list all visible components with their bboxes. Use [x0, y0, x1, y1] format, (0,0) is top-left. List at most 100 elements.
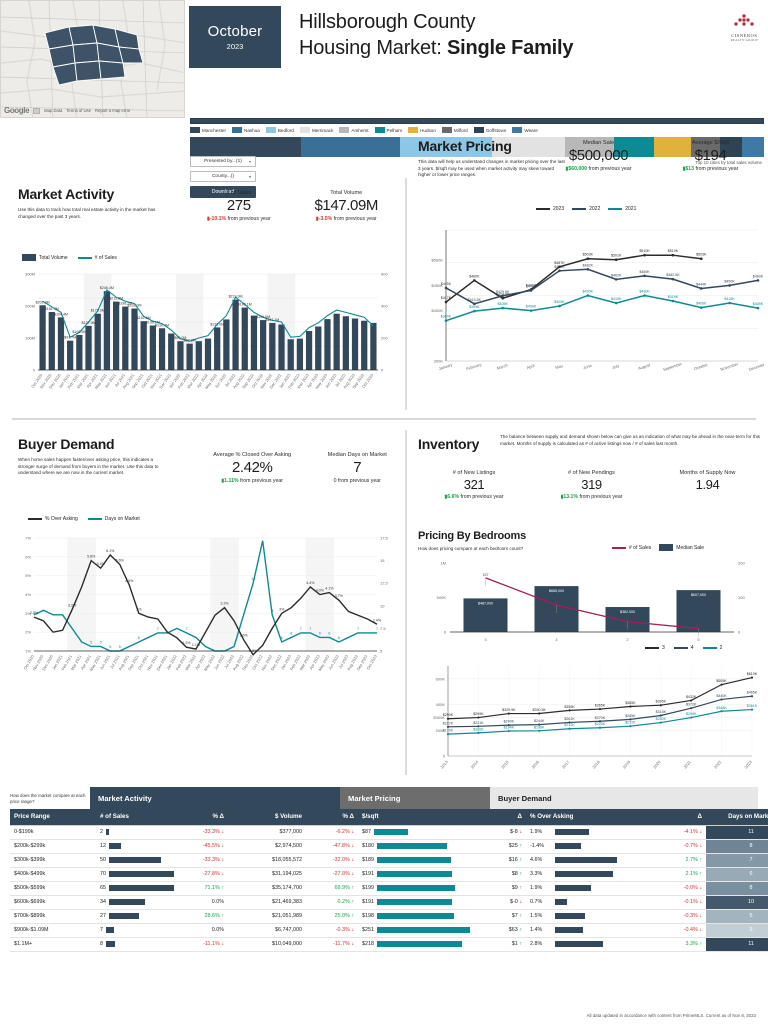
county-dropdown[interactable]: County...() ▾	[190, 171, 256, 182]
cell-num-sales: 65	[96, 881, 178, 896]
market-pricing-chart[interactable]: 300K $400K $450K $500K $417K $460K $424.5K $442…	[416, 220, 764, 395]
kpi-value: 275	[226, 197, 251, 214]
svg-text:$133.0M: $133.0M	[210, 322, 224, 326]
cell-price-range: $1.1M+	[10, 937, 96, 952]
kpi-label: Median Sale	[582, 140, 615, 146]
legend-item-4[interactable]: 4	[673, 645, 694, 651]
legend-line	[536, 208, 550, 210]
terms-link[interactable]: Terms of Use	[66, 108, 91, 113]
bedroom-bar-chart[interactable]: 0 500K 1M 0 100 200 $487,000 $665,000 $362,000 $6…	[416, 555, 764, 650]
svg-text:$246.4M: $246.4M	[100, 286, 114, 290]
city-segment-milford[interactable]	[691, 137, 720, 157]
svg-text:$220K: $220K	[595, 722, 606, 726]
bedroom-trend-legend: 3 4 2	[645, 645, 722, 651]
col-header-of-sales: # of Sales	[96, 809, 178, 825]
svg-text:$130.4M: $130.4M	[155, 323, 169, 327]
color-swatch	[232, 127, 243, 133]
download-button[interactable]: Download	[190, 186, 256, 198]
city-segment-hudson[interactable]	[654, 137, 692, 157]
svg-text:7: 7	[357, 627, 359, 631]
color-swatch	[190, 127, 200, 133]
kpi-delta-suffix: from previous year	[459, 494, 504, 500]
legend-item-days-on-market[interactable]: Days on Market	[87, 516, 140, 522]
city-bar-topline	[190, 118, 764, 124]
buyer-demand-legend: % Over Asking Days on Market	[28, 516, 140, 522]
table-row[interactable]: $1.1M+ 8 -11.1% ↓ $10,049,000 -11.7% ↓ $218 $1…	[10, 937, 768, 952]
table-row[interactable]: 0-$199k 2 -33.3% ↓ $377,000 -6.2% ↓ $87 $-8 ↓ 1…	[10, 824, 768, 840]
svg-text:December: December	[748, 361, 764, 372]
table-row[interactable]: $400k-$499k 70 -27.8% ↓ $31,194,025 -27.0% ↓…	[10, 867, 768, 882]
legend-item-median-sale[interactable]: Median Sale	[659, 544, 704, 551]
chevron-down-icon: ▾	[248, 159, 251, 164]
kpi-delta-value: $60,000	[568, 166, 588, 172]
market-pricing-panel: Market Pricing This data will help us un…	[418, 138, 568, 179]
city-segment-weare[interactable]	[742, 137, 764, 157]
legend-item-over-asking[interactable]: % Over Asking	[28, 516, 78, 522]
city-volume-section: Manchester Nashua Bedford Merrimack Amherst P…	[0, 118, 768, 198]
svg-text:5: 5	[697, 637, 700, 642]
city-segment-merrimack[interactable]	[492, 137, 565, 157]
svg-text:$440K: $440K	[526, 284, 537, 288]
cell-sales-delta: 71.1% ↑	[178, 881, 228, 896]
svg-text:200: 200	[738, 561, 745, 566]
svg-text:10: 10	[697, 624, 701, 628]
cell-sqft-delta: $9 ↑	[474, 881, 526, 896]
svg-text:2.8%: 2.8%	[30, 611, 39, 615]
svg-text:$227K: $227K	[443, 721, 454, 725]
svg-text:300K: 300K	[434, 359, 444, 364]
legend-item-2021[interactable]: 2021	[608, 206, 636, 212]
svg-text:2014: 2014	[470, 759, 480, 770]
svg-text:$164.4M: $164.4M	[54, 312, 68, 316]
svg-text:5: 5	[380, 649, 383, 654]
city-segment-amherst[interactable]	[564, 137, 614, 157]
city-segment-manchester[interactable]	[190, 137, 301, 157]
kpi-delta-suffix: from previous year	[578, 494, 623, 500]
cell-volume-delta: -0.3% ↓	[306, 923, 358, 938]
cell-sqft: $191	[358, 867, 474, 882]
city-segment-nashua[interactable]	[300, 137, 400, 157]
city-segment-goffstown[interactable]	[719, 137, 743, 157]
legend-item-2[interactable]: 2	[702, 645, 722, 651]
svg-text:3%: 3%	[279, 607, 285, 611]
cell-volume-delta: -6.2% ↓	[306, 824, 358, 840]
county-map[interactable]: Google Map Data Terms of Use Report a ma…	[0, 0, 185, 118]
presented-by-dropdown[interactable]: Presented by...(1) ▾	[190, 156, 256, 167]
svg-text:4.4%: 4.4%	[306, 581, 315, 585]
pricing-bedrooms-legend: # of Sales Median Sale	[612, 544, 704, 551]
legend-item-2023[interactable]: 2023	[536, 206, 564, 212]
market-activity-chart[interactable]: 0 100M 200M 300M 0 200 400 600 $202.3M $181.4M$16…	[12, 266, 402, 406]
table-row[interactable]: $700k-$899k 27 28.6% ↑ $21,051,989 25.0% ↑ $1…	[10, 909, 768, 924]
legend-item-2022[interactable]: 2022	[572, 206, 600, 212]
map-data-link[interactable]: Map Data	[44, 108, 63, 113]
svg-text:200: 200	[381, 336, 388, 341]
cell-num-sales: 27	[96, 909, 178, 924]
city-segment-bedford[interactable]	[399, 137, 493, 157]
table-row[interactable]: $600k-$699k 34 0.0% $21,469,383 0.2% ↑ $191 $…	[10, 895, 768, 910]
svg-text:$240K: $240K	[504, 720, 515, 724]
svg-text:6.1%: 6.1%	[106, 549, 115, 553]
bedroom-trend-chart[interactable]: 0 200K $300K 400K 600K $290K $299K $329.9K $330.…	[416, 656, 764, 776]
report-error-link[interactable]: Report a map error	[94, 108, 131, 113]
legend-item-of-sales[interactable]: # of Sales	[77, 255, 117, 261]
city-name: Manchester	[202, 127, 227, 133]
svg-text:5: 5	[119, 645, 121, 649]
legend-item-total-volume[interactable]: Total Volume	[22, 254, 68, 261]
svg-text:$181.4M: $181.4M	[45, 307, 59, 311]
city-volume-bar[interactable]	[190, 137, 764, 157]
table-row[interactable]: $300k-$399k 50 -33.3% ↓ $18,055,572 -32.0% ↓…	[10, 853, 768, 868]
month-badge: October 2023	[189, 6, 281, 68]
buyer-demand-chart[interactable]: 1% 2% 3% 4% 5% 6% 7% 5 7.5 10 12.5 15 17.5 2.8% 3.2% 5.…	[8, 528, 403, 693]
legend-item-3[interactable]: 3	[645, 645, 665, 651]
svg-text:January: January	[438, 362, 453, 371]
svg-text:100: 100	[738, 595, 745, 600]
svg-text:$399K: $399K	[469, 305, 480, 309]
svg-text:5.6%: 5.6%	[116, 558, 125, 562]
cell-sqft-delta: $16 ↑	[474, 853, 526, 868]
table-row[interactable]: $900k-$1.09M 7 0.0% $6,747,000 -0.3% ↓ $251 $…	[10, 923, 768, 938]
legend-label: 4	[690, 645, 694, 651]
city-segment-pelham[interactable]	[613, 137, 655, 157]
table-row[interactable]: $200k-$299k 12 -45.5% ↓ $2,974,500 -47.8% ↓ $…	[10, 839, 768, 854]
legend-item-of-sales[interactable]: # of Sales	[612, 545, 651, 551]
legend-label: Total Volume	[39, 254, 68, 261]
table-row[interactable]: $500k-$599k 65 71.1% ↑ $35,174,700 69.9% ↑ $1…	[10, 881, 768, 896]
